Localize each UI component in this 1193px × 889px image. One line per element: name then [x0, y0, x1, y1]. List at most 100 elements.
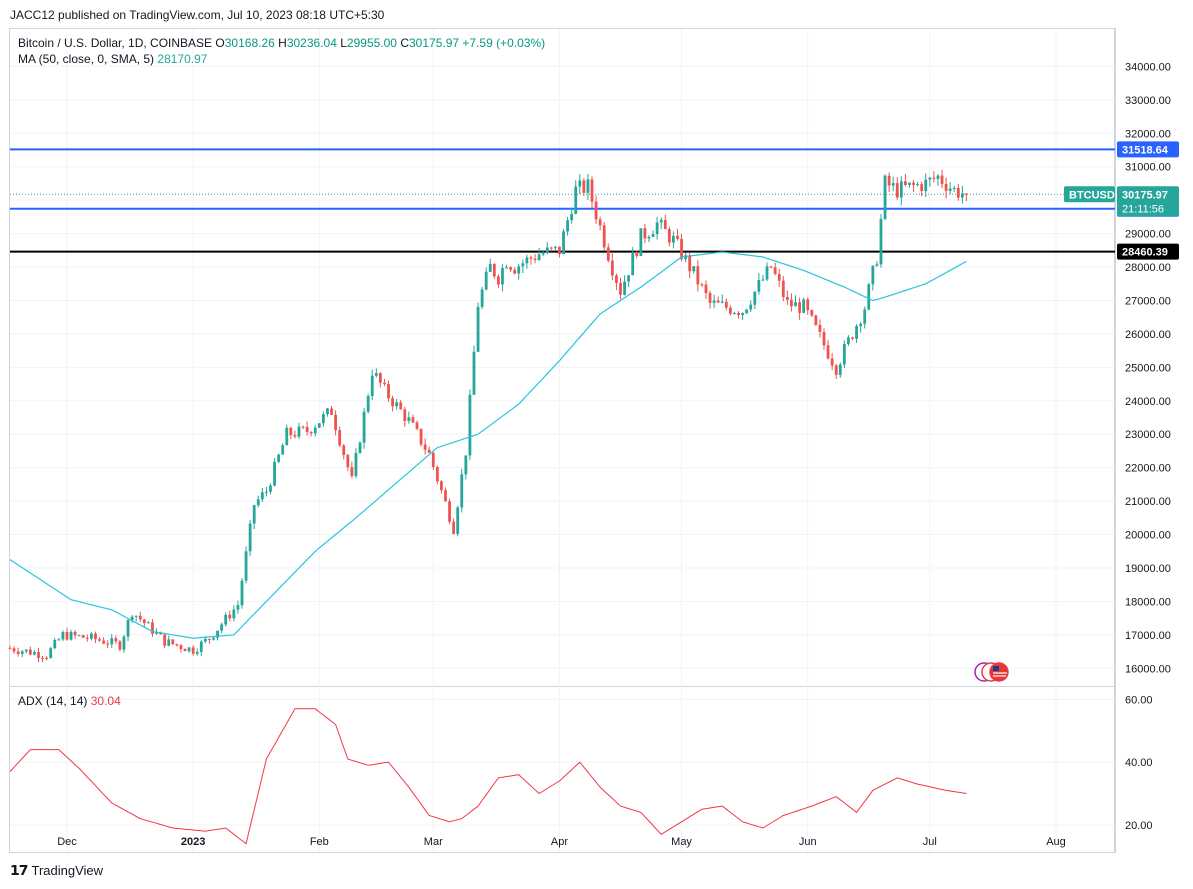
candle-body	[269, 485, 272, 492]
candle-body	[647, 236, 651, 239]
candles	[8, 169, 968, 663]
price-tick-label: 34000.00	[1125, 61, 1171, 73]
candle-body	[497, 276, 500, 285]
footer-brand[interactable]: TradingView	[31, 863, 104, 878]
candle-body	[407, 417, 411, 421]
candle-body	[908, 182, 911, 186]
candle-body	[415, 422, 419, 429]
candle-body	[24, 649, 28, 652]
candle-body	[704, 284, 708, 293]
candle-body	[301, 426, 305, 428]
candle-body	[440, 481, 443, 491]
candle-body	[484, 271, 488, 290]
candle-body	[321, 414, 325, 424]
adx-axis: 20.00 40.00 60.00	[1125, 694, 1153, 831]
candle-body	[468, 394, 472, 456]
candle-body	[427, 449, 431, 453]
last-price-label: 30175.97	[1122, 189, 1168, 201]
level-price-label: 28460.39	[1122, 247, 1168, 259]
time-tick-label: Feb	[310, 836, 329, 848]
candle-body	[476, 306, 480, 352]
main-legend: Bitcoin / U.S. Dollar, 1D, COINBASE O301…	[18, 35, 545, 67]
candle-body	[834, 365, 838, 375]
ma-label[interactable]: MA (50, close, 0, SMA, 5)	[18, 52, 155, 66]
candle-body	[37, 652, 40, 658]
candle-body	[651, 234, 655, 237]
candle-body	[720, 301, 724, 303]
candle-body	[663, 219, 667, 230]
open-value: 30168.26	[224, 36, 275, 50]
price-tick-label: 18000.00	[1125, 596, 1171, 608]
candle-body	[285, 427, 289, 446]
candle-body	[309, 432, 313, 434]
candle-body	[151, 622, 154, 634]
candle-body	[899, 181, 903, 198]
candle-body	[281, 445, 285, 455]
candle-body	[741, 313, 744, 316]
candle-body	[203, 638, 207, 642]
candle-body	[358, 442, 362, 453]
open-label: O	[215, 36, 225, 50]
candle-body	[391, 398, 394, 407]
candle-body	[960, 193, 964, 198]
candle-body	[142, 619, 146, 624]
high-label: H	[278, 36, 287, 50]
price-tick-label: 33000.00	[1125, 95, 1171, 107]
candle-body	[887, 175, 891, 186]
candle-body	[138, 615, 142, 620]
candle-body	[537, 254, 541, 261]
symbol-tag-label: BTCUSD	[1069, 189, 1115, 201]
time-tick-label: Mar	[424, 836, 443, 848]
candle-body	[553, 246, 557, 248]
candle-body	[920, 184, 924, 192]
candle-body	[260, 492, 264, 500]
high-value: 30236.04	[286, 36, 337, 50]
candle-body	[765, 266, 769, 280]
us-flag-icon[interactable]	[974, 662, 1010, 682]
candle-body	[102, 640, 106, 644]
candle-body	[431, 452, 435, 468]
level-price-tag	[1117, 141, 1179, 158]
chart-frame	[9, 28, 1115, 853]
candle-body	[187, 647, 191, 652]
tradingview-logo-icon[interactable]: 𝟭𝟳	[10, 862, 29, 878]
candle-body	[273, 461, 276, 486]
price-tick-label: 31000.00	[1125, 162, 1171, 174]
price-tick-label: 29000.00	[1125, 229, 1171, 241]
symbol-title[interactable]: Bitcoin / U.S. Dollar, 1D, COINBASE	[18, 36, 213, 50]
candle-body	[28, 649, 32, 655]
candle-body	[16, 651, 20, 654]
candle-body	[41, 657, 44, 659]
candle-body	[582, 180, 586, 193]
candle-body	[399, 402, 403, 410]
close-value: 30175.97	[409, 36, 460, 50]
time-tick-label: Apr	[551, 836, 568, 848]
candle-body	[814, 315, 818, 326]
adx-tick-label: 20.00	[1125, 820, 1153, 832]
candle-body	[956, 187, 960, 198]
price-tick-label: 26000.00	[1125, 329, 1171, 341]
candle-body	[724, 301, 728, 308]
candle-body	[513, 269, 517, 274]
candle-body	[435, 467, 439, 482]
candle-body	[191, 647, 195, 654]
candle-body	[684, 255, 688, 260]
candle-body	[472, 351, 476, 395]
candle-body	[541, 253, 545, 255]
ma-layer	[9, 251, 967, 639]
candle-body	[859, 323, 863, 326]
adx-label[interactable]: ADX (14, 14)	[18, 694, 88, 708]
symbol-tag	[1064, 186, 1115, 203]
candle-body	[65, 632, 69, 640]
candle-body	[785, 297, 789, 300]
candle-body	[362, 411, 366, 443]
candle-body	[448, 501, 451, 522]
pane-separator[interactable]	[9, 686, 1115, 687]
candle-body	[806, 299, 810, 311]
candle-body	[488, 263, 492, 272]
candle-body	[883, 175, 887, 219]
candle-body	[700, 284, 704, 286]
time-tick-label: May	[671, 836, 692, 848]
price-tick-label: 17000.00	[1125, 630, 1171, 642]
